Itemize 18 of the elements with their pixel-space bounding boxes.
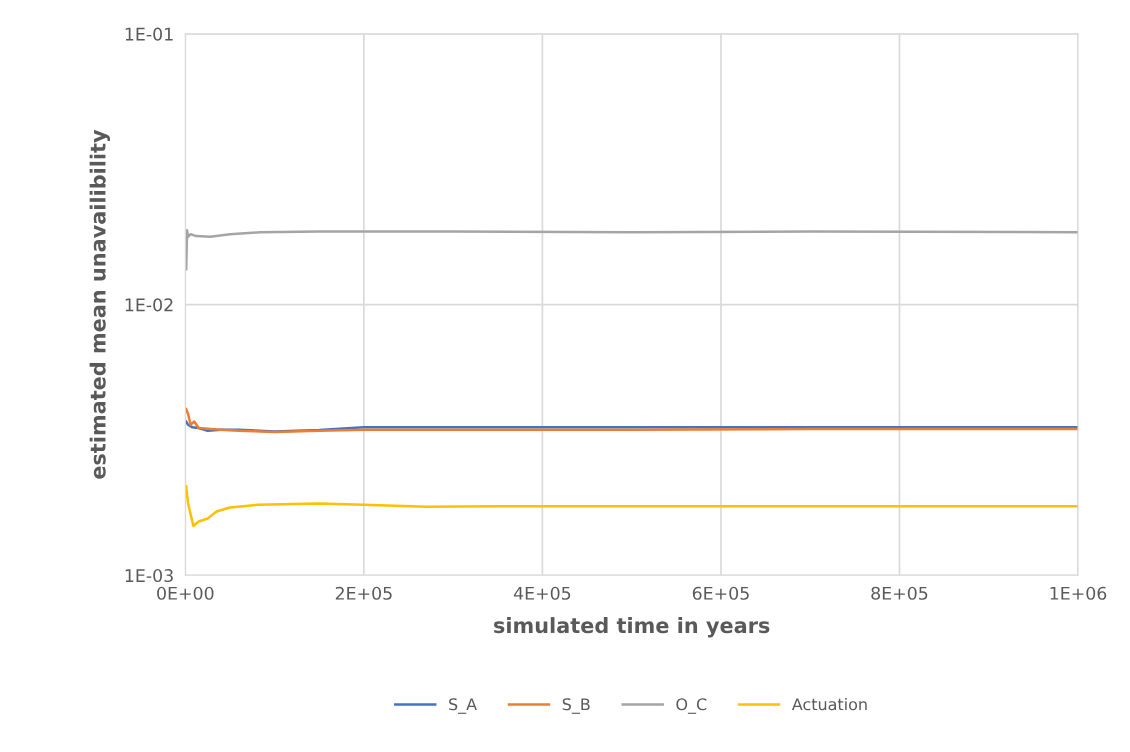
- line-series: [185, 407, 1079, 434]
- legend-label: S_A: [449, 698, 477, 714]
- x-tick-label: 8E+05: [871, 586, 928, 600]
- x-tick-label: 6E+05: [692, 586, 749, 600]
- x-tick-label: 2E+05: [335, 586, 392, 600]
- line-series: [185, 485, 1079, 528]
- legend-label: O_C: [676, 698, 707, 714]
- y-tick-label: 1E-01: [125, 27, 173, 41]
- x-axis-title: simulated time in years: [494, 617, 770, 638]
- legend-label: S_B: [562, 698, 590, 714]
- y-tick-label: 1E-02: [125, 298, 173, 312]
- x-tick-label: 1E+06: [1050, 586, 1107, 600]
- x-tick-label: 4E+05: [513, 586, 571, 600]
- line-series: [185, 229, 1079, 271]
- y-axis-title: estimated mean unavailibility: [89, 129, 110, 479]
- legend-label: Actuation: [791, 697, 867, 711]
- x-tick-label: 0E+00: [157, 586, 214, 600]
- y-tick-label: 1E-03: [125, 568, 173, 583]
